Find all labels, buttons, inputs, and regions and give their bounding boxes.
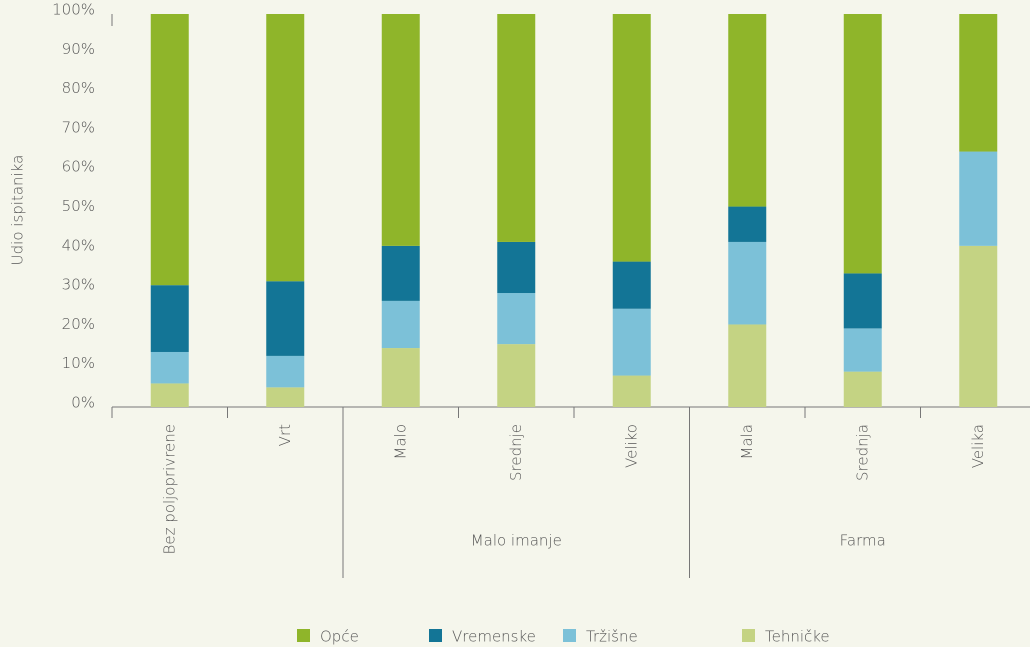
bar-segment bbox=[959, 245, 998, 407]
y-tick-label: 30% bbox=[62, 276, 95, 294]
bar-segment bbox=[728, 14, 767, 207]
y-tick-label: 50% bbox=[62, 197, 95, 215]
bar-segment bbox=[497, 241, 536, 294]
x-tick-label: Velika bbox=[969, 424, 987, 468]
x-tick-label: Srednja bbox=[853, 424, 871, 481]
bar-segment bbox=[266, 281, 305, 356]
bar-segment bbox=[728, 324, 767, 407]
bar-segment bbox=[959, 151, 998, 246]
bar-segment bbox=[266, 387, 305, 407]
x-tick-label: Bez poljoprivrene bbox=[160, 424, 178, 554]
legend-swatch bbox=[429, 629, 442, 642]
bar-segment bbox=[381, 245, 420, 301]
group-label: Malo imanje bbox=[471, 532, 562, 550]
y-axis-label: Udio ispitanika bbox=[9, 155, 27, 266]
bar-segment bbox=[612, 261, 651, 309]
legend-swatch bbox=[563, 629, 576, 642]
y-tick-label: 80% bbox=[62, 79, 95, 97]
bar-segment bbox=[843, 328, 882, 372]
bar-segment bbox=[843, 14, 882, 274]
y-tick-label: 60% bbox=[62, 158, 95, 176]
bar-segment bbox=[612, 308, 651, 376]
legend-label: Vremenske bbox=[452, 628, 536, 646]
x-tick-label: Veliko bbox=[622, 424, 640, 468]
bar-segment bbox=[150, 14, 189, 286]
bar-segment bbox=[150, 285, 189, 352]
x-tick-label: Malo bbox=[391, 424, 409, 459]
bar-segment bbox=[497, 293, 536, 345]
y-tick-label: 70% bbox=[62, 118, 95, 136]
bar-segment bbox=[381, 300, 420, 349]
y-tick-label: 100% bbox=[52, 1, 95, 19]
y-tick-label: 20% bbox=[62, 315, 95, 333]
bar-segment bbox=[843, 371, 882, 407]
bar-segment bbox=[381, 14, 420, 246]
bar-segment bbox=[612, 14, 651, 262]
bar-segment bbox=[381, 348, 420, 407]
legend-swatch bbox=[742, 629, 755, 642]
y-tick-label: 90% bbox=[62, 40, 95, 58]
bar-segment bbox=[150, 351, 189, 384]
bar-segment bbox=[497, 344, 536, 407]
legend-label: Tržišne bbox=[586, 628, 638, 646]
bar-segment bbox=[266, 14, 305, 282]
x-tick-label: Vrt bbox=[276, 424, 294, 446]
bar-segment bbox=[728, 241, 767, 325]
legend-label: Opće bbox=[320, 628, 359, 646]
bar-segment bbox=[497, 14, 536, 242]
bar-segment bbox=[612, 375, 651, 407]
legend-swatch bbox=[297, 629, 310, 642]
x-tick-label: Mala bbox=[738, 424, 756, 460]
y-tick-label: 0% bbox=[71, 394, 95, 412]
legend-label: Tehničke bbox=[765, 628, 830, 646]
bar-segment bbox=[266, 355, 305, 388]
y-tick-label: 10% bbox=[62, 354, 95, 372]
bar-segment bbox=[843, 273, 882, 329]
bar-segment bbox=[150, 383, 189, 407]
bar-segment bbox=[959, 14, 998, 152]
x-tick-label: Srednje bbox=[507, 424, 525, 481]
group-label: Farma bbox=[840, 532, 886, 550]
y-tick-label: 40% bbox=[62, 236, 95, 254]
bar-segment bbox=[728, 206, 767, 242]
